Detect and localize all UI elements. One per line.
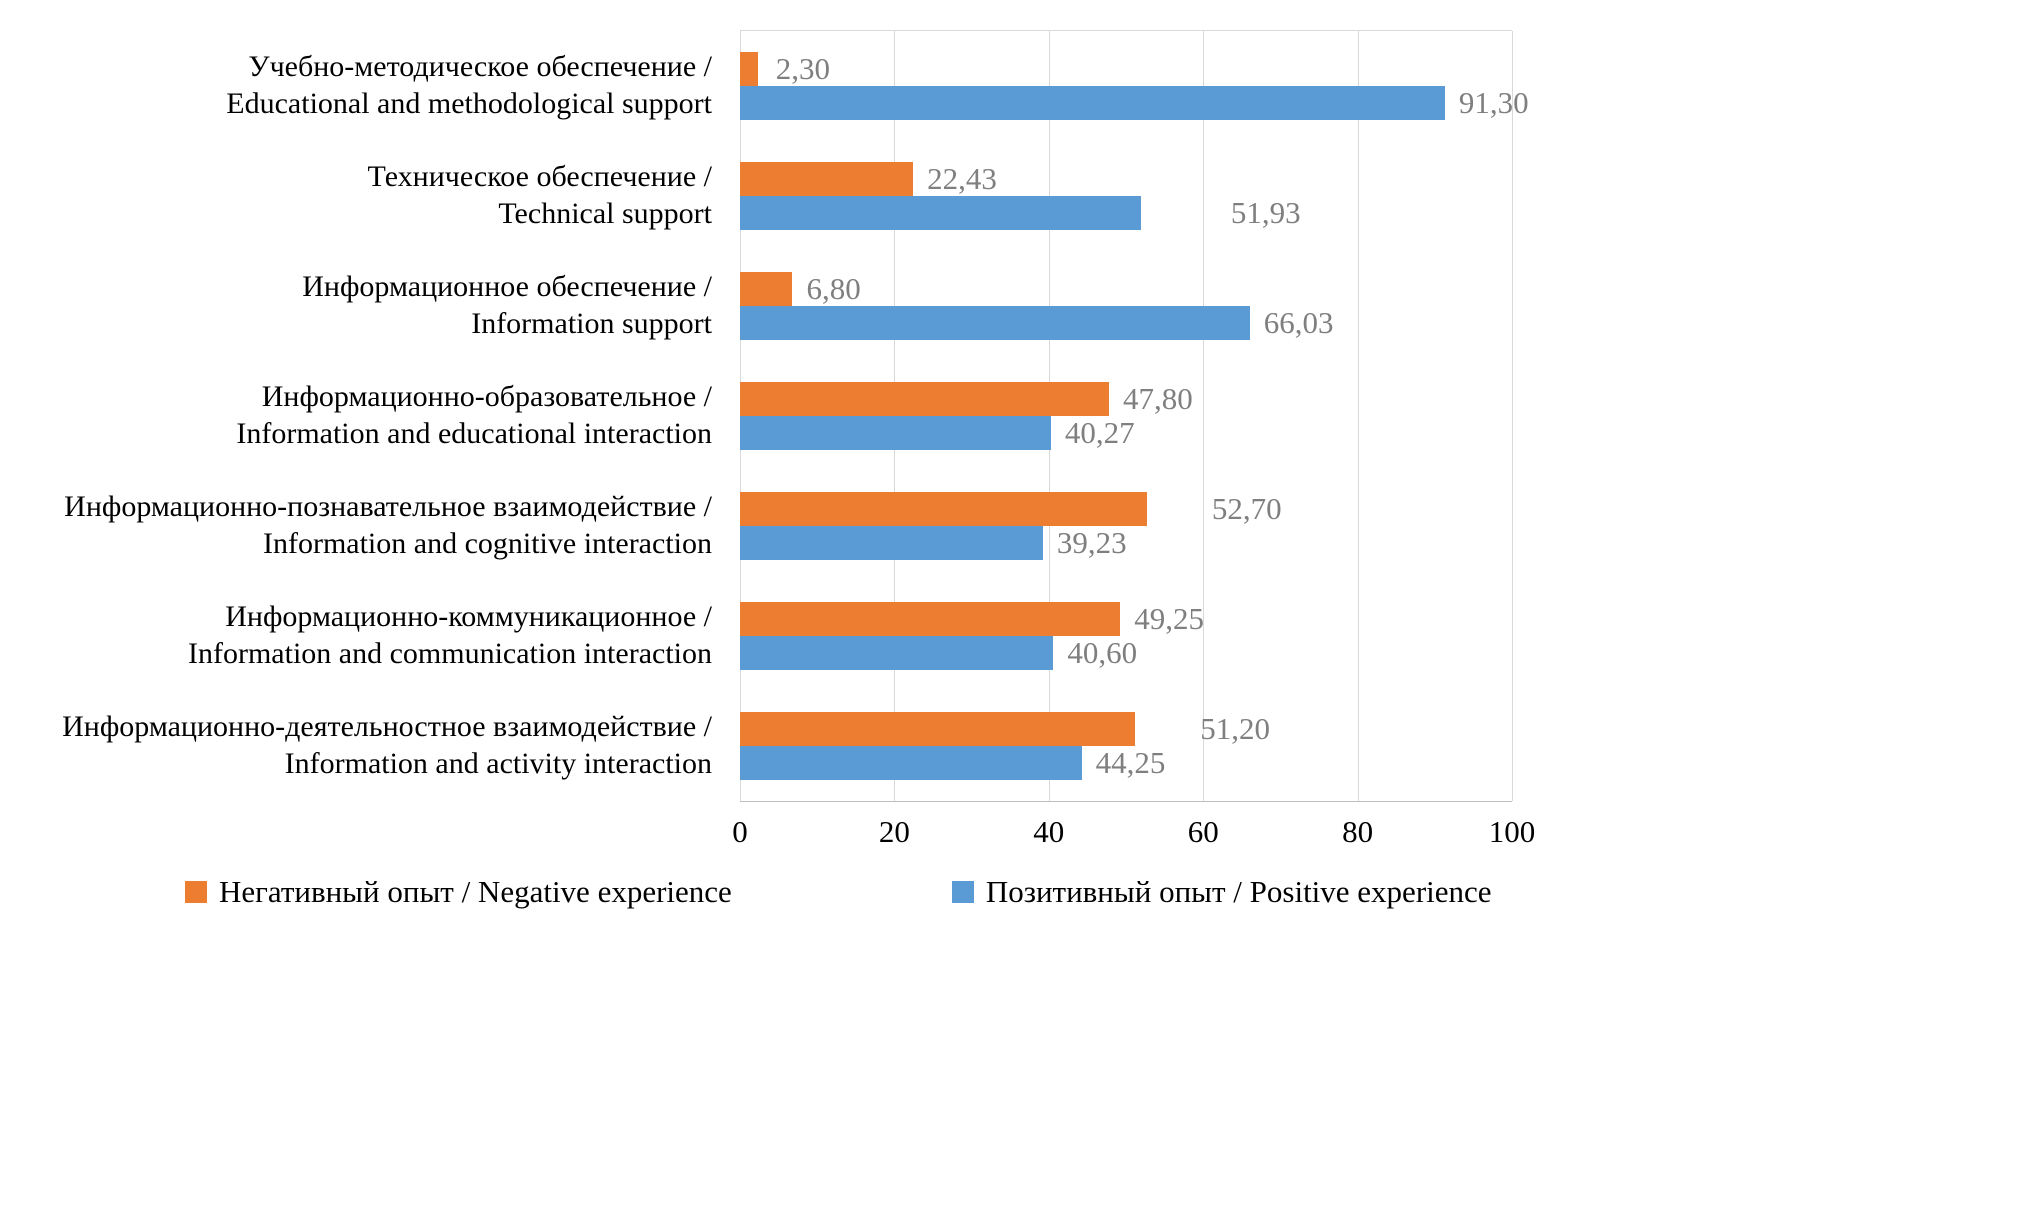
category-label-line: Информационное обеспечение / [302, 270, 712, 303]
data-label: 47,80 [1123, 381, 1193, 416]
bar-positive [740, 526, 1043, 560]
gridline [1203, 31, 1205, 801]
bar-positive [740, 306, 1250, 340]
data-label: 39,23 [1056, 525, 1127, 560]
category-label-line: Educational and methodological support [226, 87, 712, 120]
bar-negative [740, 162, 914, 196]
category-label-line: Information and activity interaction [284, 747, 712, 780]
x-tick-label: 60 [1187, 814, 1219, 849]
legend: Негативный опыт / Negative experience Поз… [185, 866, 1492, 918]
legend-swatch [185, 881, 207, 903]
category-label-line: Учебно-методическое обеспечение / [248, 50, 712, 83]
category-label-line: Information and educational interaction [236, 417, 712, 450]
bar-negative [740, 492, 1147, 526]
category-label-line: Техническое обеспечение / [367, 160, 712, 193]
gridline [1512, 31, 1513, 801]
category-label-line: Информационно-коммуникационное / [225, 600, 712, 633]
category-label-line: Information and communication interactio… [187, 637, 712, 670]
category-label-line: Информационно-познавательное взаимодейст… [64, 490, 712, 523]
category-label: Информационно-деятельностное взаимодейст… [0, 690, 712, 800]
plot-area: 2,30 22,43 6,80 47,80 52,70 49,25 51,20 91,30 51… [740, 30, 1529, 802]
bar-negative [740, 382, 1110, 416]
category-label-line: Информационно-деятельностное взаимодейст… [62, 710, 712, 743]
data-label: 51,93 [1230, 195, 1301, 230]
legend-item-negative: Негативный опыт / Negative experience [185, 874, 732, 910]
x-tick-label: 20 [878, 814, 910, 849]
bar-positive [740, 416, 1051, 450]
data-label: 44,25 [1095, 745, 1166, 780]
x-tick-label: 40 [1033, 814, 1065, 849]
legend-label: Негативный опыт / Negative experience [219, 874, 732, 909]
category-label: Учебно-методическое обеспечение / Educati… [0, 30, 712, 140]
data-label: 40,60 [1067, 635, 1138, 670]
x-tick-label: 100 [1488, 814, 1536, 849]
gridline [1357, 31, 1359, 801]
category-label: Техническое обеспечение / Technical suppo… [0, 140, 712, 250]
category-label: Информационно-познавательное взаимодейст… [0, 470, 712, 580]
category-label: Информационно-коммуникационное / Informat… [0, 580, 712, 690]
category-label-line: Information support [471, 307, 712, 340]
data-label: 22,43 [927, 161, 997, 196]
x-tick-label: 0 [732, 814, 748, 849]
bar-negative [740, 272, 793, 306]
bar-positive [740, 636, 1054, 670]
bar-negative [740, 52, 758, 86]
category-label-line: Информационно-образовательное / [261, 380, 712, 413]
category-labels: Учебно-методическое обеспечение / Educati… [0, 30, 712, 800]
data-label: 51,20 [1200, 711, 1270, 746]
data-label: 6,80 [806, 271, 861, 306]
data-label: 91,30 [1458, 85, 1529, 120]
x-axis: 0 20 40 60 80 100 [732, 800, 1535, 860]
bar-positive [740, 86, 1445, 120]
data-label: 66,03 [1263, 305, 1334, 340]
data-label: 52,70 [1211, 491, 1282, 526]
x-tick-label: 80 [1342, 814, 1374, 849]
category-label-line: Technical support [498, 197, 712, 230]
legend-swatch [951, 881, 974, 903]
category-label: Информационное обеспечение / Information … [0, 250, 712, 360]
bar-negative [740, 712, 1136, 746]
data-label: 2,30 [775, 51, 830, 86]
data-label: 49,25 [1134, 601, 1204, 636]
category-label-line: Information and cognitive interaction [262, 527, 712, 560]
bar-positive [740, 196, 1141, 230]
legend-label: Позитивный опыт / Positive experience [985, 874, 1492, 909]
data-label: 40,27 [1064, 415, 1135, 450]
bar-negative [740, 602, 1121, 636]
legend-item-positive: Позитивный опыт / Positive experience [951, 874, 1492, 910]
bar-positive [740, 746, 1082, 780]
category-label: Информационно-образовательное / Informati… [0, 360, 712, 470]
